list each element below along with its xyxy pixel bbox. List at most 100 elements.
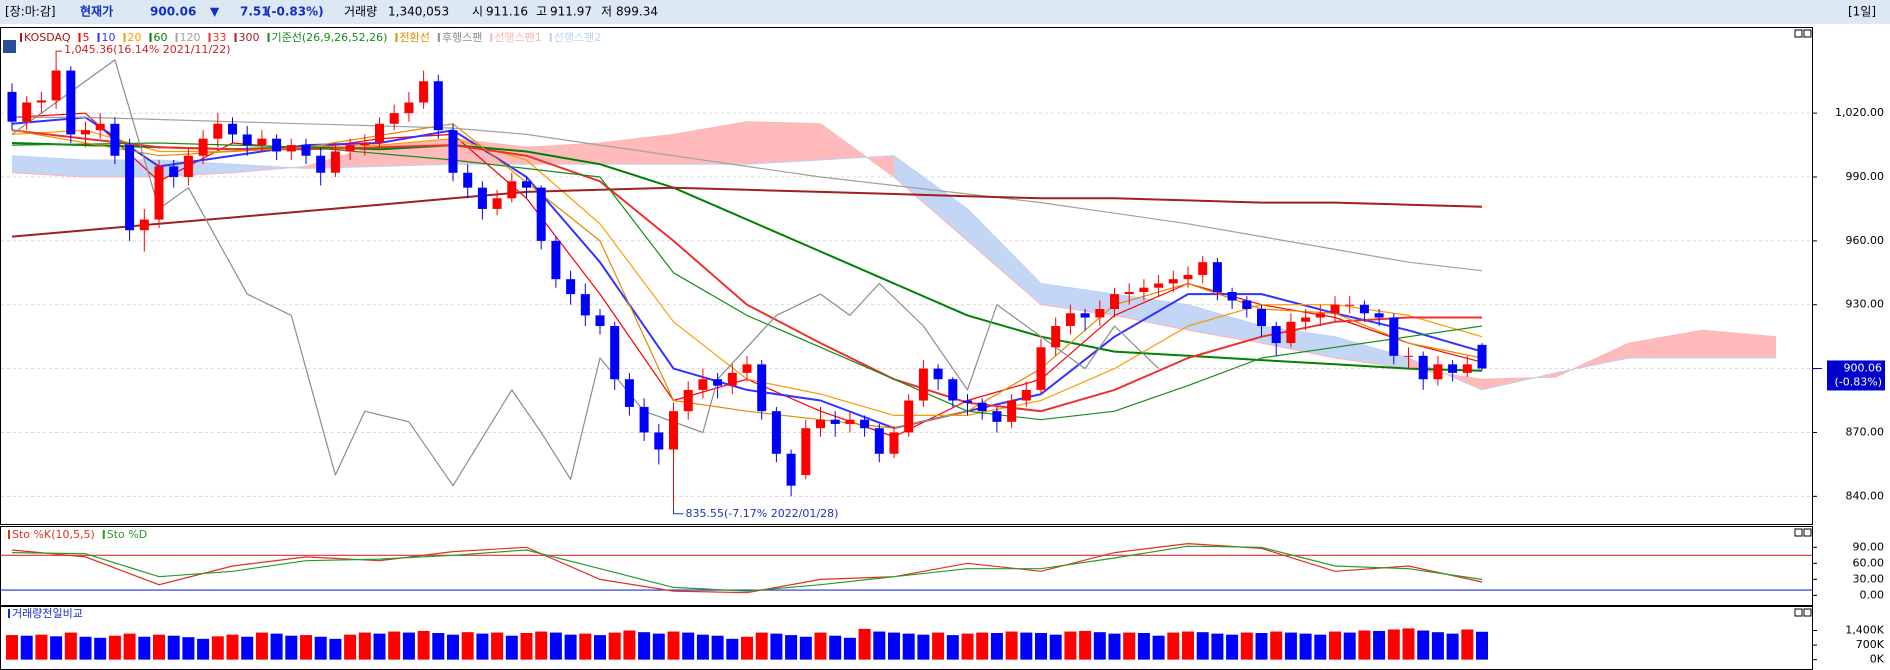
candle-body xyxy=(889,432,899,454)
legend-entry: Sto %D xyxy=(107,528,147,541)
legend-entry: 10 xyxy=(102,31,116,44)
candle-body xyxy=(51,70,61,101)
price-tag xyxy=(1827,360,1885,391)
candle-body xyxy=(757,364,767,412)
cloud-segment xyxy=(894,155,968,241)
volume-bar xyxy=(108,635,121,660)
candle-body xyxy=(771,411,781,454)
candle-body xyxy=(330,151,340,173)
volume-bar xyxy=(726,638,739,660)
volume-bar xyxy=(1329,631,1341,660)
cloud-segment xyxy=(747,121,821,165)
legend-swatch xyxy=(549,33,552,42)
candle-body xyxy=(286,145,296,152)
cloud-segment xyxy=(1702,330,1776,358)
candle-body xyxy=(1389,317,1399,356)
candle-body xyxy=(1154,283,1164,288)
volume-bar xyxy=(182,637,195,660)
panel-button[interactable] xyxy=(1803,528,1812,537)
header-high: 911.97 xyxy=(550,5,592,19)
volume-bar xyxy=(1064,631,1077,660)
y-tick-label: 930.00 xyxy=(1846,298,1885,311)
volume-bar xyxy=(1476,631,1488,660)
candle-body xyxy=(242,134,252,146)
volume-bar xyxy=(1270,631,1283,660)
volume-bar xyxy=(652,633,665,660)
candle-body xyxy=(360,142,370,146)
candle-body xyxy=(1080,313,1090,318)
candle-body xyxy=(433,81,443,131)
volume-bar xyxy=(829,635,842,660)
candle-body xyxy=(963,400,972,403)
volume-bar xyxy=(1137,633,1150,660)
volume-bar xyxy=(241,636,254,660)
header-period: [1일] xyxy=(1848,5,1876,19)
candle-body xyxy=(1374,313,1384,318)
candle-body xyxy=(522,181,531,188)
y-tick-label: 1,020.00 xyxy=(1835,106,1884,119)
cloud-segment xyxy=(526,142,600,165)
candle-body xyxy=(1095,308,1105,318)
volume-bar xyxy=(138,636,151,660)
candle-body xyxy=(1477,344,1487,369)
candle-body xyxy=(1359,304,1369,314)
price-tag-label: 900.06 xyxy=(1844,361,1883,374)
candle-body xyxy=(1301,317,1311,322)
candle-body xyxy=(1198,262,1208,275)
panel-button[interactable] xyxy=(1803,29,1812,38)
candle-body xyxy=(1418,355,1428,380)
candle-body xyxy=(375,123,384,143)
panel-button[interactable] xyxy=(1803,608,1812,617)
y-tick-label: 960.00 xyxy=(1846,234,1885,247)
indicator-line xyxy=(12,116,1483,272)
volume-bar xyxy=(1079,630,1092,660)
candle-body xyxy=(713,379,723,386)
volume-bar xyxy=(491,632,504,660)
legend-swatch xyxy=(234,33,237,42)
cloud-segment xyxy=(1629,330,1703,358)
candle-body xyxy=(1315,313,1325,318)
volume-bar xyxy=(197,638,210,660)
volume-bar xyxy=(79,636,92,660)
candle-body xyxy=(1330,304,1340,314)
legend-swatch xyxy=(78,33,81,42)
y-tick-label: 700K xyxy=(1856,638,1885,651)
price-tag-change: (-0.83%) xyxy=(1835,375,1883,388)
panel-button[interactable] xyxy=(1794,608,1803,617)
stochastic-line xyxy=(11,545,1483,592)
volume-bar xyxy=(535,631,548,660)
panel-button[interactable] xyxy=(1794,528,1803,537)
candle-body xyxy=(683,389,693,412)
volume-bar xyxy=(990,633,1003,660)
legend-entry: 후행스팬 xyxy=(442,31,482,44)
volume-bar xyxy=(270,633,283,660)
volume-bar xyxy=(1108,633,1121,660)
y-tick-label: 990.00 xyxy=(1846,170,1885,183)
candle-body xyxy=(610,326,620,380)
volume-bar xyxy=(123,633,136,660)
volume-bar xyxy=(873,631,886,660)
volume-bar xyxy=(711,635,724,660)
candle-body xyxy=(169,166,179,178)
volume-bar xyxy=(417,630,430,660)
candle-body xyxy=(1462,364,1472,373)
volume-bar xyxy=(549,632,562,660)
panel-button[interactable] xyxy=(1794,29,1803,38)
y-tick-label: 870.00 xyxy=(1846,425,1885,438)
candle-body xyxy=(419,81,429,103)
volume-bar xyxy=(888,632,900,660)
candle-body xyxy=(110,123,120,156)
indicator-line xyxy=(11,129,1482,413)
panel-icon[interactable] xyxy=(3,40,16,53)
volume-bar xyxy=(1123,632,1136,660)
candle-body xyxy=(830,419,840,424)
header-low-label: 저 xyxy=(601,5,612,19)
legend-swatch xyxy=(175,33,178,42)
candle-body xyxy=(139,219,149,231)
candle-body xyxy=(1242,300,1252,309)
header-status: [장:마:감] xyxy=(5,5,56,19)
volume-bar xyxy=(902,633,915,660)
legend-swatch xyxy=(149,33,152,42)
volume-bar xyxy=(932,632,945,660)
volume-bar xyxy=(1299,633,1312,660)
